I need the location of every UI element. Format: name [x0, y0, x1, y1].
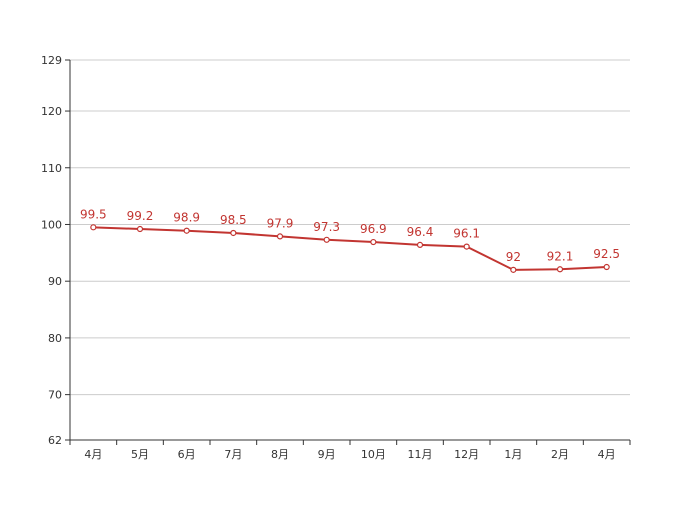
- data-label: 96.4: [407, 225, 434, 239]
- x-tick-label: 4月: [598, 448, 616, 461]
- data-labels: 99.5 99.2 98.9 98.5 97.9 97.3 96.9 96.4 96.1 92 92…: [80, 207, 620, 264]
- grid-lines: [70, 59, 630, 396]
- data-label: 98.9: [173, 211, 200, 225]
- data-label: 99.5: [80, 207, 107, 221]
- data-point[interactable]: [603, 263, 610, 271]
- y-tick-label: 62: [48, 434, 62, 447]
- data-point[interactable]: [230, 229, 237, 237]
- y-axis-ticks: 62 70 80 90 100 110 120 129: [41, 54, 70, 447]
- data-point[interactable]: [510, 266, 517, 273]
- data-label: 97.9: [267, 216, 294, 230]
- x-tick-label: 5月: [131, 448, 149, 461]
- data-label: 92.1: [547, 249, 574, 263]
- data-points: [90, 224, 610, 273]
- x-tick-label: 6月: [178, 448, 196, 461]
- data-point[interactable]: [556, 266, 564, 273]
- y-tick-label: 120: [41, 105, 62, 118]
- data-point[interactable]: [370, 238, 377, 246]
- data-label: 92.5: [593, 247, 620, 261]
- data-label: 96.9: [360, 222, 387, 236]
- y-tick-label: 90: [48, 275, 62, 288]
- data-label: 97.3: [313, 220, 340, 234]
- series-line: [93, 226, 607, 271]
- x-tick-label: 11月: [408, 448, 433, 461]
- data-point[interactable]: [416, 241, 424, 248]
- data-label: 99.2: [127, 209, 154, 223]
- y-tick-label: 100: [41, 218, 62, 231]
- x-tick-label: 10月: [361, 448, 386, 461]
- y-tick-label: 80: [48, 332, 62, 345]
- x-tick-label: 1月: [504, 448, 522, 461]
- series-line-path: [93, 226, 607, 271]
- y-tick-label: 110: [41, 162, 62, 175]
- x-tick-label: 4月: [84, 448, 102, 461]
- data-label: 98.5: [220, 213, 247, 227]
- x-tick-label: 12月: [454, 448, 479, 461]
- x-tick-label: 7月: [224, 448, 242, 461]
- data-label: 92: [506, 250, 521, 264]
- x-tick-label: 2月: [551, 448, 569, 461]
- x-tick-label: 8月: [271, 448, 289, 461]
- data-point[interactable]: [90, 224, 97, 231]
- y-tick-label: 129: [41, 54, 62, 67]
- x-tick-label: 9月: [318, 448, 336, 461]
- data-point[interactable]: [136, 225, 144, 233]
- x-axis-ticks: 4月 5月 6月 7月 8月 9月 10月 11月 12月 1月 2月 4月: [69, 440, 631, 461]
- data-point[interactable]: [463, 243, 470, 250]
- data-point[interactable]: [323, 236, 330, 243]
- y-tick-label: 70: [48, 389, 62, 402]
- data-point[interactable]: [276, 233, 284, 240]
- data-label: 96.1: [453, 227, 480, 241]
- data-point[interactable]: [183, 227, 190, 234]
